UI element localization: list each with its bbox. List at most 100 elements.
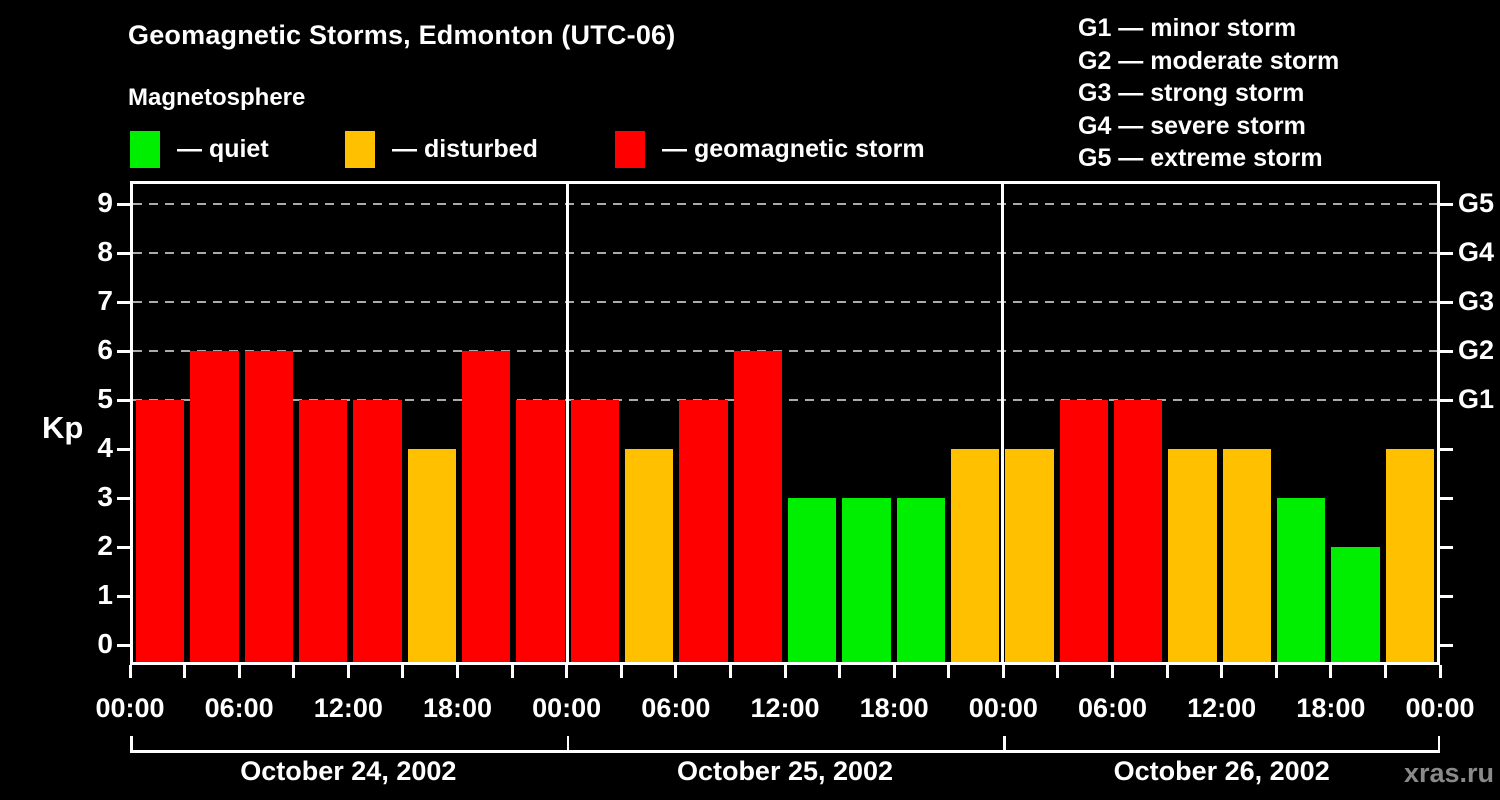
kp-bar-day2-1	[570, 400, 619, 662]
y-tick-9	[117, 202, 130, 206]
x-time-label-11: 18:00	[1296, 693, 1366, 723]
x-tick-12	[783, 665, 787, 678]
kp-bar-day2-8	[950, 449, 1000, 662]
page-subtitle: Magnetosphere	[128, 84, 306, 111]
x-time-label-12: 00:00	[1405, 693, 1475, 723]
plot-area	[130, 181, 1440, 665]
right-tick-9	[1440, 202, 1453, 206]
kp-bar-day3-8	[1385, 449, 1434, 662]
y-tick-label-0: 0	[97, 628, 113, 659]
right-tick-1	[1440, 594, 1453, 598]
right-tick-3	[1440, 496, 1453, 500]
y-axis-title: Kp	[42, 410, 84, 445]
kp-bar-day3-4	[1168, 449, 1217, 662]
date-label-2: October 25, 2002	[676, 756, 894, 786]
x-tick-9	[619, 665, 623, 678]
gridline-kp7	[133, 301, 1437, 303]
kp-bar-day2-3	[679, 400, 728, 662]
x-time-label-6: 12:00	[750, 693, 820, 723]
x-time-label-8: 00:00	[968, 693, 1038, 723]
legend-item-disturbed: — disturbed	[345, 129, 538, 169]
x-time-label-2: 12:00	[313, 693, 383, 723]
x-tick-17	[1056, 665, 1060, 678]
x-tick-22	[1329, 665, 1333, 678]
x-time-label-5: 06:00	[641, 693, 711, 723]
y-tick-label-6: 6	[97, 334, 113, 365]
day-bracket-line	[130, 750, 1440, 753]
gridline-layer	[133, 184, 1437, 662]
kp-bar-day3-1	[1005, 449, 1054, 662]
legend-label-storm: — geomagnetic storm	[662, 134, 925, 163]
x-tick-21	[1274, 665, 1278, 678]
x-tick-19	[1165, 665, 1169, 678]
right-tick-8	[1440, 251, 1453, 255]
right-tick-2	[1440, 545, 1453, 549]
x-tick-0	[128, 665, 132, 678]
x-tick-18	[1111, 665, 1114, 678]
watermark: xras.ru	[1403, 758, 1494, 788]
kp-bar-day2-4	[733, 351, 782, 662]
kp-bar-day1-5	[353, 400, 402, 662]
kp-bar-day1-3	[244, 351, 293, 662]
legend-label-quiet: — quiet	[177, 134, 269, 163]
day-bracket-tick-1	[566, 736, 570, 752]
x-time-label-7: 18:00	[859, 693, 929, 723]
kp-bar-day1-2	[190, 351, 239, 662]
right-tick-4	[1440, 447, 1453, 451]
x-tick-7	[510, 665, 514, 678]
x-tick-14	[892, 665, 896, 678]
x-time-label-4: 00:00	[532, 693, 602, 723]
x-tick-15	[947, 665, 951, 678]
y-tick-3	[117, 496, 130, 500]
x-tick-24	[1438, 665, 1442, 678]
x-time-label-10: 12:00	[1187, 693, 1257, 723]
x-tick-10	[674, 665, 678, 678]
gridline-kp5	[133, 399, 1437, 401]
kp-bar-day3-5	[1222, 449, 1271, 662]
kp-bar-day2-2	[624, 449, 674, 662]
day-bracket-tick-2	[1003, 736, 1006, 752]
x-tick-5	[401, 665, 405, 678]
x-tick-1	[183, 665, 187, 678]
x-time-label-3: 18:00	[422, 693, 493, 723]
kp-bar-day1-1	[136, 400, 185, 662]
y-tick-7	[117, 300, 130, 304]
day-bracket-tick-3	[1437, 736, 1440, 752]
y-tick-4	[117, 447, 130, 451]
legend-swatch-quiet-icon	[130, 130, 160, 168]
y-tick-5	[117, 398, 130, 402]
x-tick-8	[565, 665, 569, 678]
y-tick-label-3: 3	[97, 481, 113, 512]
page-title: Geomagnetic Storms, Edmonton (UTC-06)	[128, 20, 676, 50]
y-tick-label-4: 4	[97, 432, 113, 463]
day-bracket-tick-0	[130, 736, 133, 752]
y-tick-label-8: 8	[97, 236, 113, 267]
x-tick-11	[728, 665, 732, 678]
kp-bar-day3-3	[1113, 400, 1163, 662]
kp-bar-day1-6	[407, 449, 456, 662]
g-axis-label-G3: G3	[1458, 286, 1495, 316]
x-tick-13	[838, 665, 842, 678]
gridline-kp6	[133, 350, 1437, 352]
kp-bar-day2-7	[896, 498, 945, 662]
kp-bar-day3-2	[1059, 400, 1108, 662]
g-axis-label-G4: G4	[1458, 237, 1495, 267]
g-scale-row-3: G3 — strong storm	[1078, 79, 1305, 107]
g-axis-label-G5: G5	[1458, 188, 1495, 218]
g-scale-row-1: G1 — minor storm	[1078, 14, 1297, 42]
x-tick-20	[1220, 665, 1224, 678]
legend-label-disturbed: — disturbed	[392, 134, 538, 163]
y-tick-label-9: 9	[97, 187, 113, 218]
x-time-label-9: 06:00	[1077, 693, 1148, 723]
y-tick-0	[117, 643, 130, 647]
x-tick-4	[346, 665, 350, 678]
x-tick-3	[292, 665, 296, 678]
y-tick-label-5: 5	[97, 383, 113, 414]
g-scale-row-4: G4 — severe storm	[1078, 111, 1306, 140]
kp-bar-day2-6	[842, 498, 891, 662]
x-time-label-0: 00:00	[95, 693, 165, 723]
legend-item-storm: — geomagnetic storm	[615, 129, 925, 169]
kp-bar-day1-4	[298, 400, 348, 662]
kp-bar-day3-7	[1331, 547, 1380, 662]
